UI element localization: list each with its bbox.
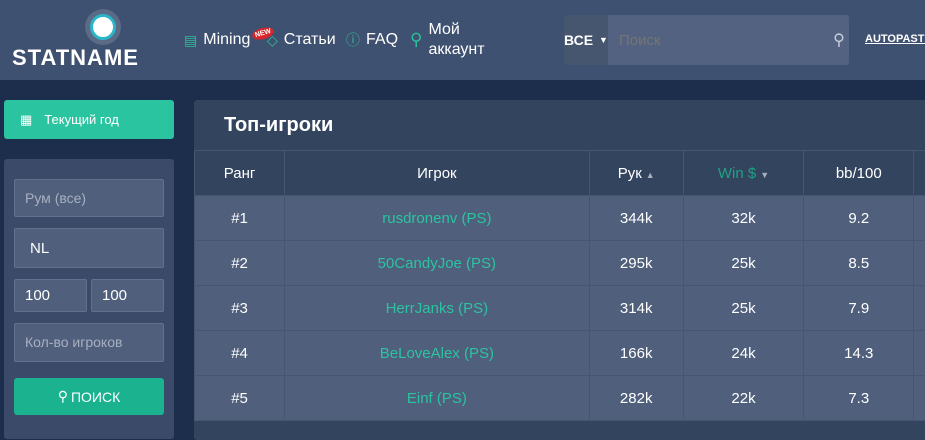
rank-cell: #5 xyxy=(195,376,285,421)
logo[interactable]: STATNAME xyxy=(12,12,132,68)
search-input[interactable] xyxy=(608,15,829,65)
nav-mining[interactable]: ▤ Mining NEW xyxy=(184,0,250,80)
search-icon[interactable]: ⚲ xyxy=(829,15,849,65)
hands-cell: 295k xyxy=(589,241,683,286)
col-player[interactable]: Игрок xyxy=(285,151,590,196)
player-link[interactable]: rusdronenv (PS) xyxy=(285,196,590,241)
rank-cell: #1 xyxy=(195,196,285,241)
players-count-input[interactable] xyxy=(14,323,164,362)
win-cell: 25k xyxy=(683,286,804,331)
page-title: Топ-игроки xyxy=(224,114,333,137)
bb100-cell: 14.3 xyxy=(804,331,914,376)
hands-cell: 314k xyxy=(589,286,683,331)
extra-cell xyxy=(914,376,925,421)
sort-desc-icon: ▼ xyxy=(760,170,769,180)
player-link[interactable]: 50CandyJoe (PS) xyxy=(285,241,590,286)
autopaste-link[interactable]: AUTOPASTE xyxy=(865,33,925,45)
nav-articles[interactable]: ◇ Статьи xyxy=(267,0,336,80)
rank-cell: #4 xyxy=(195,331,285,376)
win-cell: 25k xyxy=(683,241,804,286)
filter-panel: NL 100 100 ⚲ПОИСК xyxy=(4,159,174,439)
bb100-cell: 9.2 xyxy=(804,196,914,241)
question-icon: ⓘ xyxy=(346,30,360,50)
hands-cell: 344k xyxy=(589,196,683,241)
newspaper-icon: ▤ xyxy=(184,32,197,49)
extra-cell xyxy=(914,241,925,286)
extra-cell xyxy=(914,196,925,241)
bb100-cell: 8.5 xyxy=(804,241,914,286)
limit-min-input[interactable]: 100 xyxy=(14,279,87,312)
nav-faq[interactable]: ⓘ FAQ xyxy=(346,0,398,80)
limit-max-input[interactable]: 100 xyxy=(91,279,164,312)
user-icon: ⚲ xyxy=(410,30,422,50)
period-button[interactable]: ▦ Текущий год xyxy=(4,100,174,139)
bb100-cell: 7.9 xyxy=(804,286,914,331)
win-cell: 22k xyxy=(683,376,804,421)
nav-account[interactable]: ⚲ Мой аккаунт xyxy=(410,0,488,80)
player-link[interactable]: HerrJanks (PS) xyxy=(285,286,590,331)
calendar-icon: ▦ xyxy=(20,112,32,128)
sort-asc-icon: ▲ xyxy=(646,170,655,180)
col-rank[interactable]: Ранг xyxy=(195,151,285,196)
top-players-panel: Топ-игроки Ранг Игрок Рук▲ Win $▼ bb/100… xyxy=(194,100,925,440)
player-link[interactable]: Einf (PS) xyxy=(285,376,590,421)
diamond-icon: ◇ xyxy=(267,32,278,49)
fish-icon xyxy=(90,14,116,40)
extra-cell xyxy=(914,286,925,331)
top-header: STATNAME ▤ Mining NEW ◇ Статьи ⓘ FAQ ⚲ М… xyxy=(0,0,925,80)
rank-cell: #3 xyxy=(195,286,285,331)
col-hands[interactable]: Рук▲ xyxy=(589,151,683,196)
room-input[interactable] xyxy=(14,179,164,217)
search-bar: ВСЕ▼ ⚲ xyxy=(564,15,849,65)
hands-cell: 282k xyxy=(589,376,683,421)
win-cell: 24k xyxy=(683,331,804,376)
rank-cell: #2 xyxy=(195,241,285,286)
col-extra xyxy=(914,151,925,196)
search-category-dropdown[interactable]: ВСЕ▼ xyxy=(564,15,608,65)
search-button[interactable]: ⚲ПОИСК xyxy=(14,378,164,415)
game-select[interactable]: NL xyxy=(14,228,164,268)
caret-down-icon: ▼ xyxy=(599,35,608,45)
extra-cell xyxy=(914,331,925,376)
col-bb100[interactable]: bb/100 xyxy=(804,151,914,196)
search-icon: ⚲ xyxy=(58,388,68,405)
win-cell: 32k xyxy=(683,196,804,241)
player-link[interactable]: BeLoveAlex (PS) xyxy=(285,331,590,376)
hands-cell: 166k xyxy=(589,331,683,376)
bb100-cell: 7.3 xyxy=(804,376,914,421)
col-win[interactable]: Win $▼ xyxy=(683,151,804,196)
